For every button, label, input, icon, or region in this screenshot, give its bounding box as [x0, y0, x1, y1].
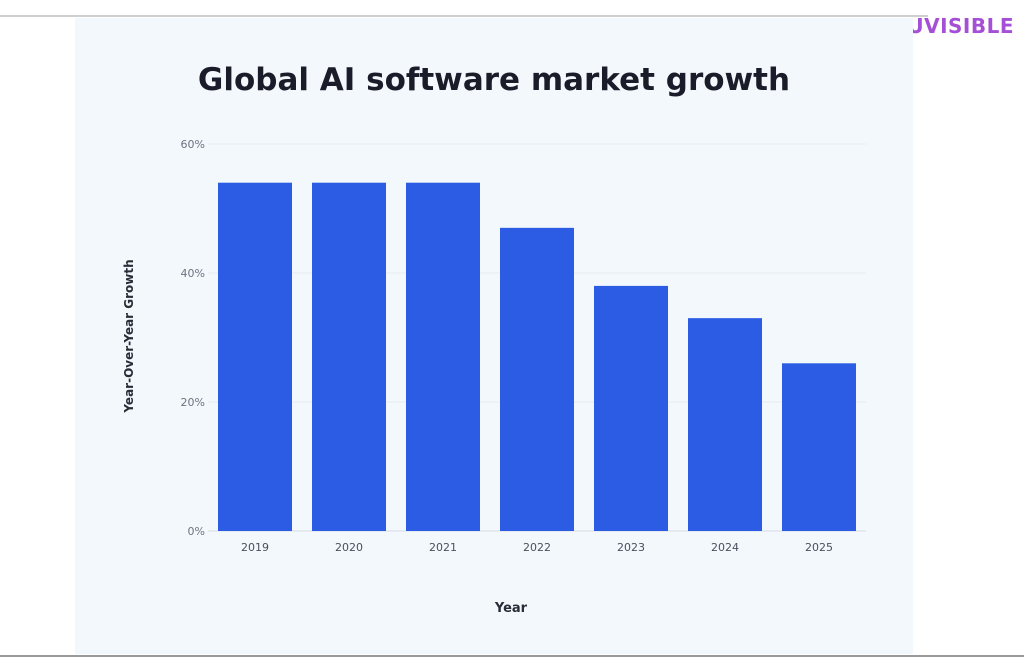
- bar: [218, 182, 292, 531]
- brand-logo-text: UVISIBLE: [907, 14, 1014, 38]
- y-tick-label: 40%: [181, 267, 205, 280]
- x-tick-label: 2021: [429, 541, 457, 554]
- bar-chart: 0% 20% 40% 60% 2019 2020 2021 2022 2023 2024 2025 Y…: [122, 138, 866, 616]
- brand-logo: UVISIBLE: [907, 14, 1014, 38]
- x-axis-title: Year: [494, 601, 528, 616]
- bar: [312, 182, 386, 531]
- bar: [782, 363, 856, 531]
- bar: [594, 285, 668, 531]
- chart-panel: Global AI software market growth 0% 20% 40…: [75, 18, 913, 654]
- x-tick-label: 2020: [335, 541, 363, 554]
- x-tick-label: 2024: [711, 541, 739, 554]
- x-tick-label: 2023: [617, 541, 645, 554]
- bar: [688, 318, 762, 531]
- x-tick-label: 2025: [805, 541, 833, 554]
- x-tick-label: 2019: [241, 541, 269, 554]
- y-tick-label: 0%: [188, 525, 205, 538]
- x-tick-label: 2022: [523, 541, 551, 554]
- bottom-divider: [0, 655, 1024, 657]
- y-tick-label: 20%: [181, 396, 205, 409]
- top-divider: [0, 15, 928, 17]
- bar: [500, 227, 574, 531]
- chart-title: Global AI software market growth: [197, 62, 791, 98]
- y-axis-title: Year-Over-Year Growth: [122, 259, 136, 413]
- y-tick-label: 60%: [181, 138, 205, 151]
- bar: [406, 182, 480, 531]
